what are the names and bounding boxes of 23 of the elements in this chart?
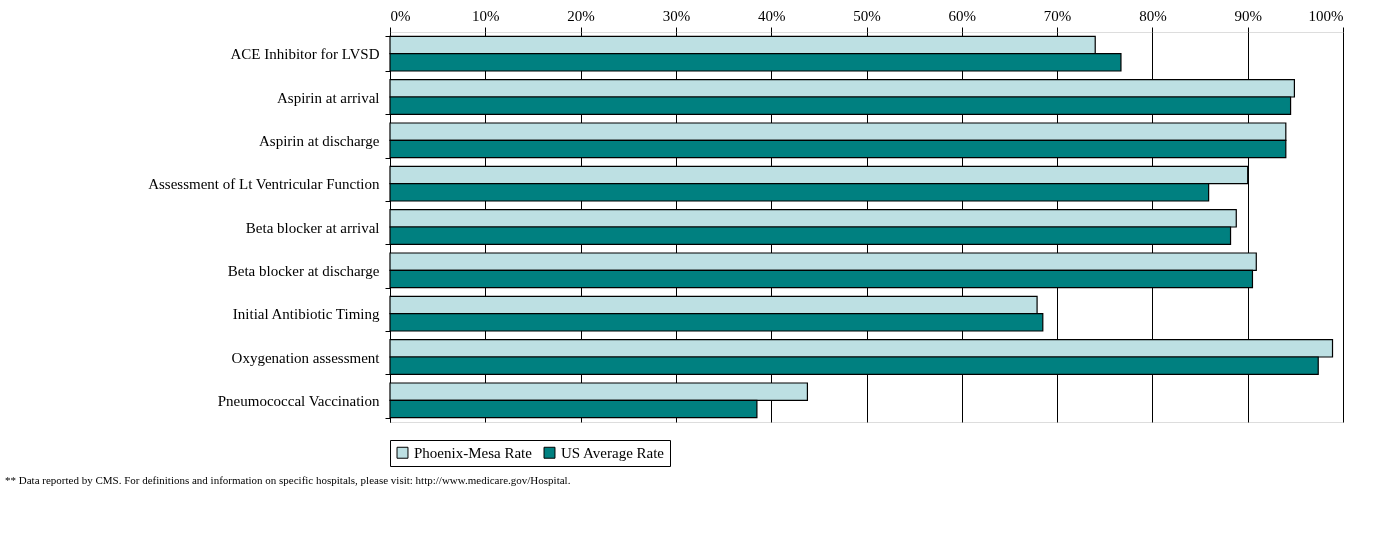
x-tick-label: 100% (1308, 7, 1344, 24)
x-tick-label: 10% (472, 7, 500, 24)
x-tick-label: 70% (1043, 7, 1072, 24)
y-tick-label: Initial Antibiotic Timing (232, 306, 380, 323)
text: ** Data reported by CMS. For definitions and information on specific hospitals, please visit: http://www.medicare.gov/Hospital. (5, 473, 571, 486)
y-tick-label: Assessment of Lt Ventricular Function (148, 176, 380, 193)
y-tick-label: Pneumococcal Vaccination (217, 392, 380, 409)
x-tick-label: 40% (757, 7, 786, 24)
legend-label: US Average Rate (561, 444, 665, 461)
x-tick-label: 20% (567, 7, 595, 24)
x-tick-label: 30% (662, 7, 691, 24)
y-tick-label: ACE Inhibitor for LVSD (230, 46, 380, 63)
legend-label: Phoenix-Mesa Rate (414, 444, 533, 461)
y-tick-label: Aspirin at discharge (258, 132, 380, 149)
x-tick-label: 0% (390, 7, 411, 24)
x-tick-label: 80% (1139, 7, 1167, 24)
x-tick-label: 60% (948, 7, 977, 24)
y-tick-label: Beta blocker at arrival (245, 219, 380, 236)
x-tick-label: 90% (1234, 7, 1262, 24)
y-tick-label: Aspirin at arrival (277, 89, 380, 106)
y-tick-label: Beta blocker at discharge (227, 262, 380, 279)
x-tick-label: 50% (853, 7, 881, 24)
y-tick-label: Oxygenation assessment (231, 349, 381, 366)
